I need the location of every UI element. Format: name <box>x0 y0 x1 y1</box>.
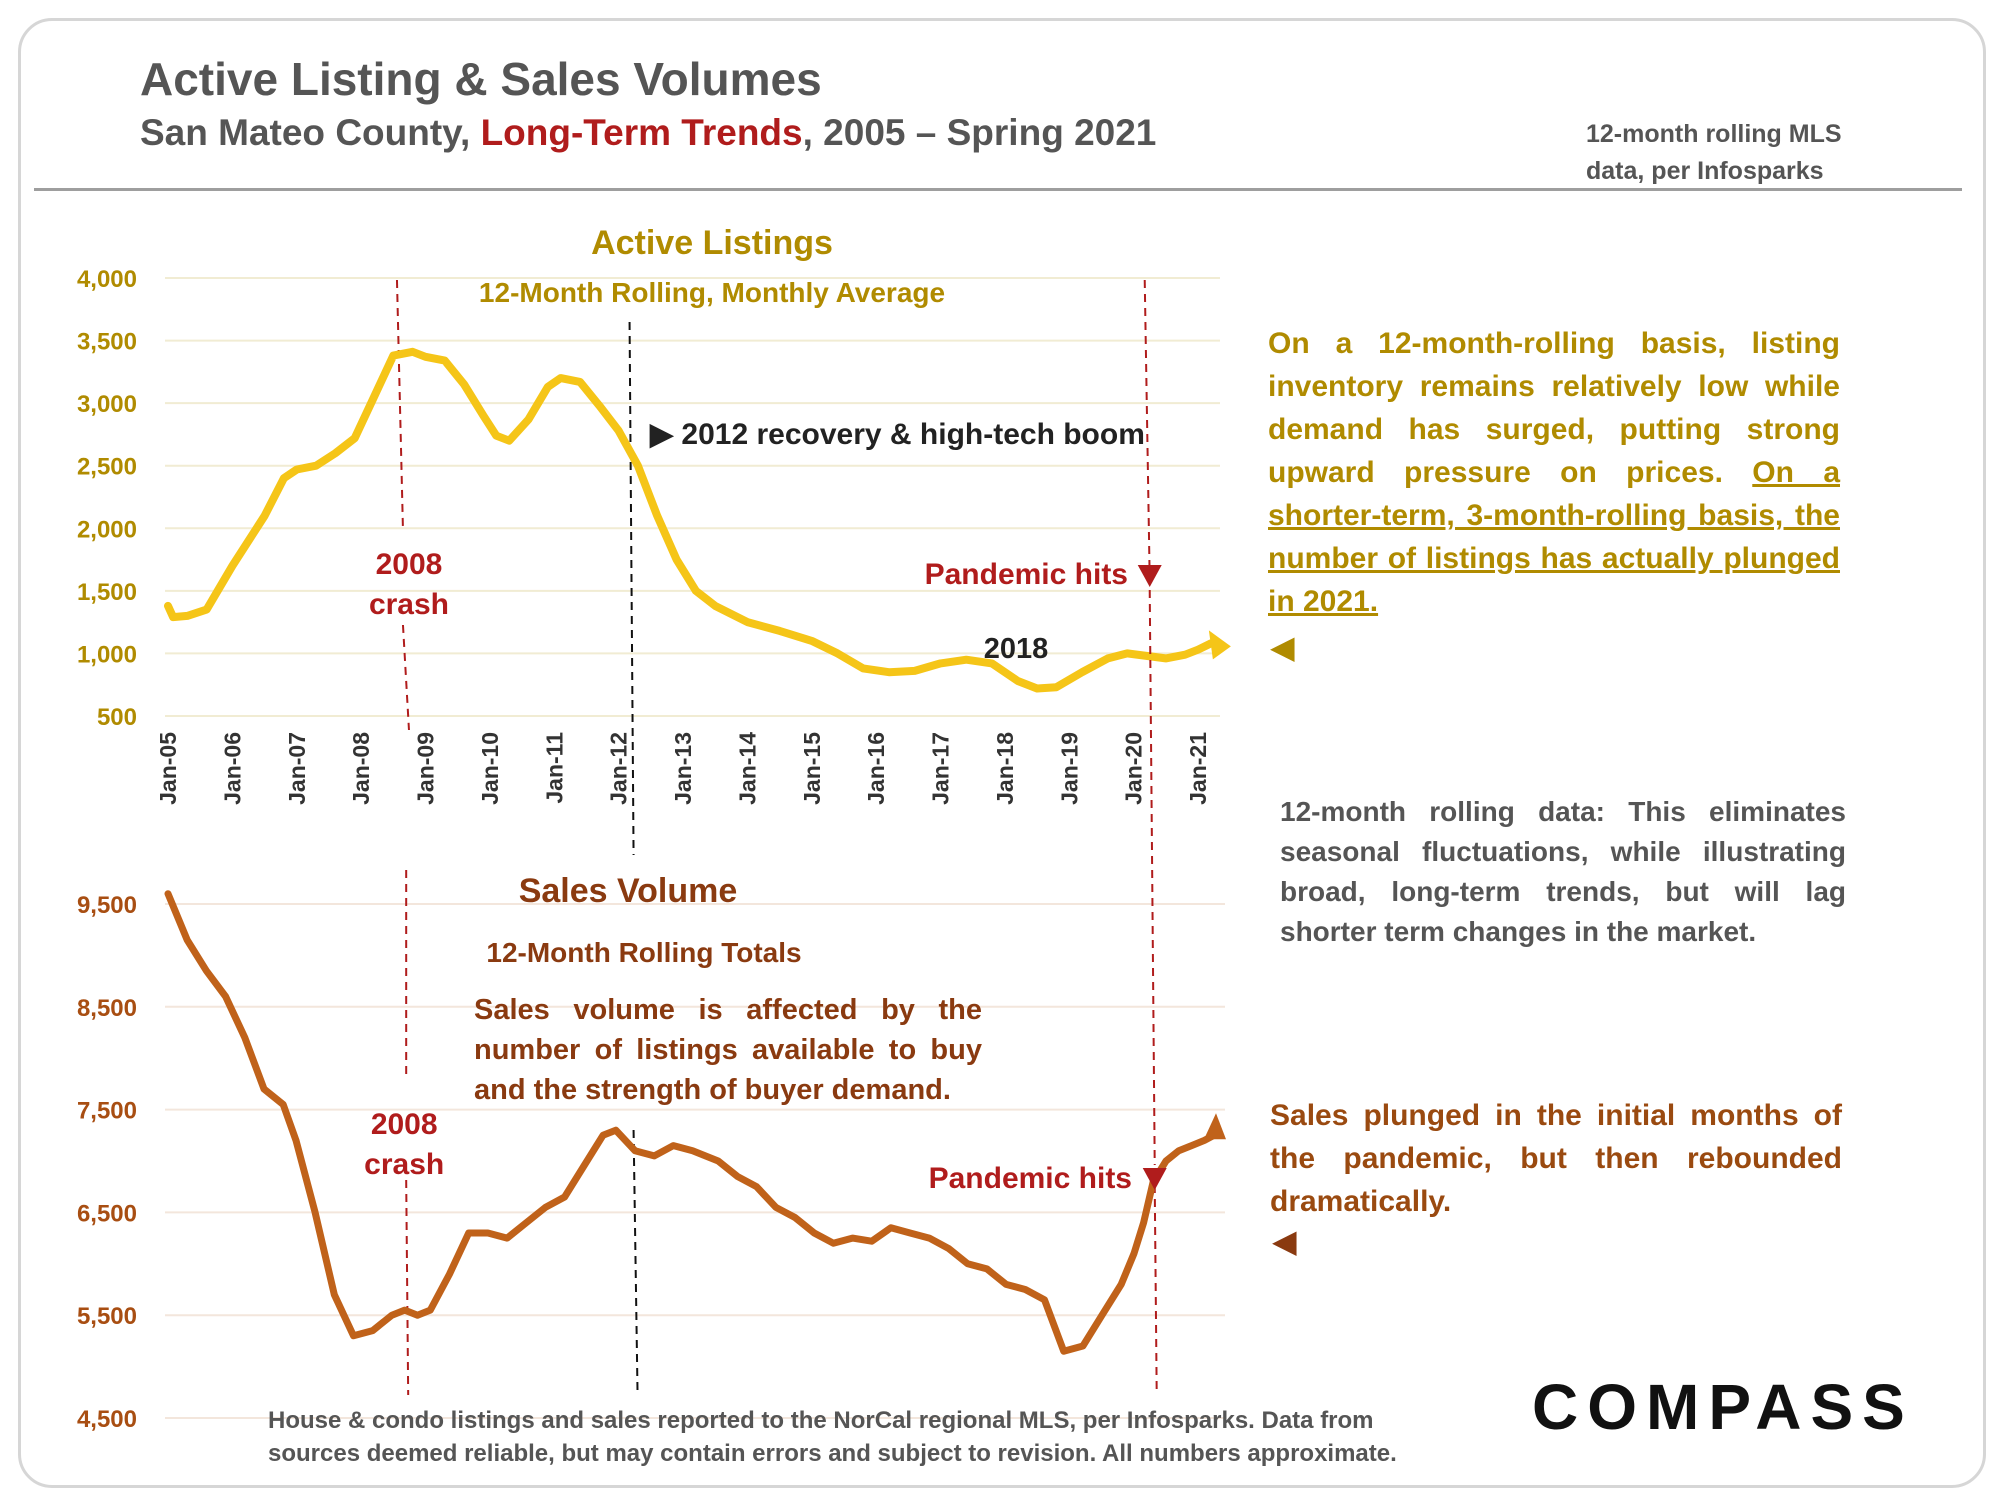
listings-x-tick-label: Jan-17 <box>928 732 954 805</box>
sales-pandemic-event-line <box>1148 589 1156 1166</box>
listings-chart-title: Active Listings <box>591 224 833 262</box>
sales-crash-label: crash <box>364 1148 444 1181</box>
listings-x-tick-label: Jan-12 <box>606 732 632 805</box>
listings-y-tick-label: 2,500 <box>77 454 137 481</box>
sales-y-tick-label: 4,500 <box>77 1406 137 1433</box>
compass-logo: COMPASS <box>1532 1371 1914 1443</box>
listings-series-line <box>164 347 1215 693</box>
pandemic-event-line <box>1143 279 1151 581</box>
footer-disclaimer: House & condo listings and sales reporte… <box>268 1407 1397 1467</box>
listings-crash-label: 2008 <box>376 548 443 581</box>
header-divider <box>34 188 1962 191</box>
sales-recovery-event-line <box>632 1129 639 1396</box>
recovery-event-line <box>628 321 635 856</box>
listings-commentary-underlined: On a shorter-term, 3-month-rolling basis… <box>1268 456 1840 618</box>
listings-pointer-icon: ◀ <box>1270 629 1295 665</box>
listings-series-arrowhead <box>1208 630 1231 660</box>
listings-y-tick-label: 4,000 <box>77 266 137 293</box>
page-subtitle: San Mateo County, Long-Term Trends, 2005… <box>140 112 1156 154</box>
listings-x-tick-label: Jan-11 <box>541 732 567 804</box>
sales-y-tick-label: 6,500 <box>77 1200 137 1227</box>
listings-x-tick-label: Jan-21 <box>1185 732 1211 805</box>
sales-chart-title: Sales Volume <box>519 872 738 910</box>
listings-x-tick-label: Jan-19 <box>1056 732 1082 805</box>
sales-y-tick-label: 5,500 <box>77 1303 137 1330</box>
listings-y-tick-label: 3,500 <box>77 329 137 356</box>
crash-event-line <box>395 279 404 531</box>
sales-crash-event-line <box>405 1179 410 1396</box>
listings-pandemic-label: Pandemic hits <box>925 558 1128 591</box>
page-title: Active Listing & Sales Volumes <box>140 53 822 105</box>
listings-x-tick-label: Jan-08 <box>348 732 374 805</box>
sales-pointer-icon: ◀ <box>1272 1223 1297 1259</box>
listings-x-tick-label: Jan-07 <box>284 732 310 805</box>
sales-pandemic-label: Pandemic hits <box>929 1162 1132 1195</box>
sales-description: Sales volume is affected by the number o… <box>474 994 982 1106</box>
slide-frame <box>18 18 1986 1488</box>
listings-commentary: On a 12-month-rolling basis, listing inv… <box>1268 322 1840 623</box>
subtitle-highlight: Long-Term Trends <box>480 112 803 153</box>
listings-y-tick-label: 2,000 <box>77 516 137 543</box>
listings-x-tick-label: Jan-15 <box>799 732 825 805</box>
listings-x-tick-label: Jan-09 <box>413 732 439 805</box>
listings-x-tick-label: Jan-13 <box>670 732 696 805</box>
listings-y-tick-label: 1,000 <box>77 641 137 668</box>
year-2018-label: 2018 <box>984 633 1049 665</box>
listings-y-tick-label: 3,000 <box>77 391 137 418</box>
listings-crash-label: crash <box>369 588 449 621</box>
listings-x-tick-label: Jan-18 <box>992 732 1018 805</box>
sales-commentary: Sales plunged in the initial months of t… <box>1270 1099 1842 1218</box>
listings-chart-subtitle: 12-Month Rolling, Monthly Average <box>479 277 945 308</box>
listings-commentary-text: On a 12-month-rolling basis, listing inv… <box>1268 327 1840 489</box>
source-note: 12-month rolling MLS data, per Infospark… <box>1586 120 1842 185</box>
subtitle-pre: San Mateo County, <box>140 112 481 153</box>
listings-x-tick-label: Jan-10 <box>477 732 503 805</box>
listings-x-tick-label: Jan-20 <box>1121 732 1147 805</box>
listings-pandemic-marker-icon <box>1137 565 1162 587</box>
listings-y-tick-label: 1,500 <box>77 579 137 606</box>
sales-series-arrowhead <box>1204 1113 1226 1140</box>
listings-x-tick-label: Jan-06 <box>219 732 245 805</box>
sales-y-tick-label: 9,500 <box>77 892 137 919</box>
sales-crash-label: 2008 <box>371 1108 438 1141</box>
sales-y-tick-label: 7,500 <box>77 1098 137 1125</box>
listings-x-tick-label: Jan-14 <box>734 732 760 805</box>
sales-pandemic-marker-icon <box>1142 1168 1167 1190</box>
sales-chart-subtitle: 12-Month Rolling Totals <box>486 937 801 968</box>
listings-y-tick-label: 500 <box>97 704 137 731</box>
crash-event-line <box>401 624 410 731</box>
rolling-data-explanation: 12-month rolling data: This eliminates s… <box>1280 796 1846 947</box>
sales-series-line <box>164 890 1218 1355</box>
sales-y-tick-label: 8,500 <box>77 995 137 1022</box>
listings-x-tick-label: Jan-05 <box>155 732 181 805</box>
recovery-label: ▶ 2012 recovery & high-tech boom <box>649 418 1145 451</box>
listings-x-tick-label: Jan-16 <box>863 732 889 805</box>
subtitle-post: , 2005 – Spring 2021 <box>802 112 1157 153</box>
sales-pandemic-event-line <box>1153 1184 1158 1396</box>
